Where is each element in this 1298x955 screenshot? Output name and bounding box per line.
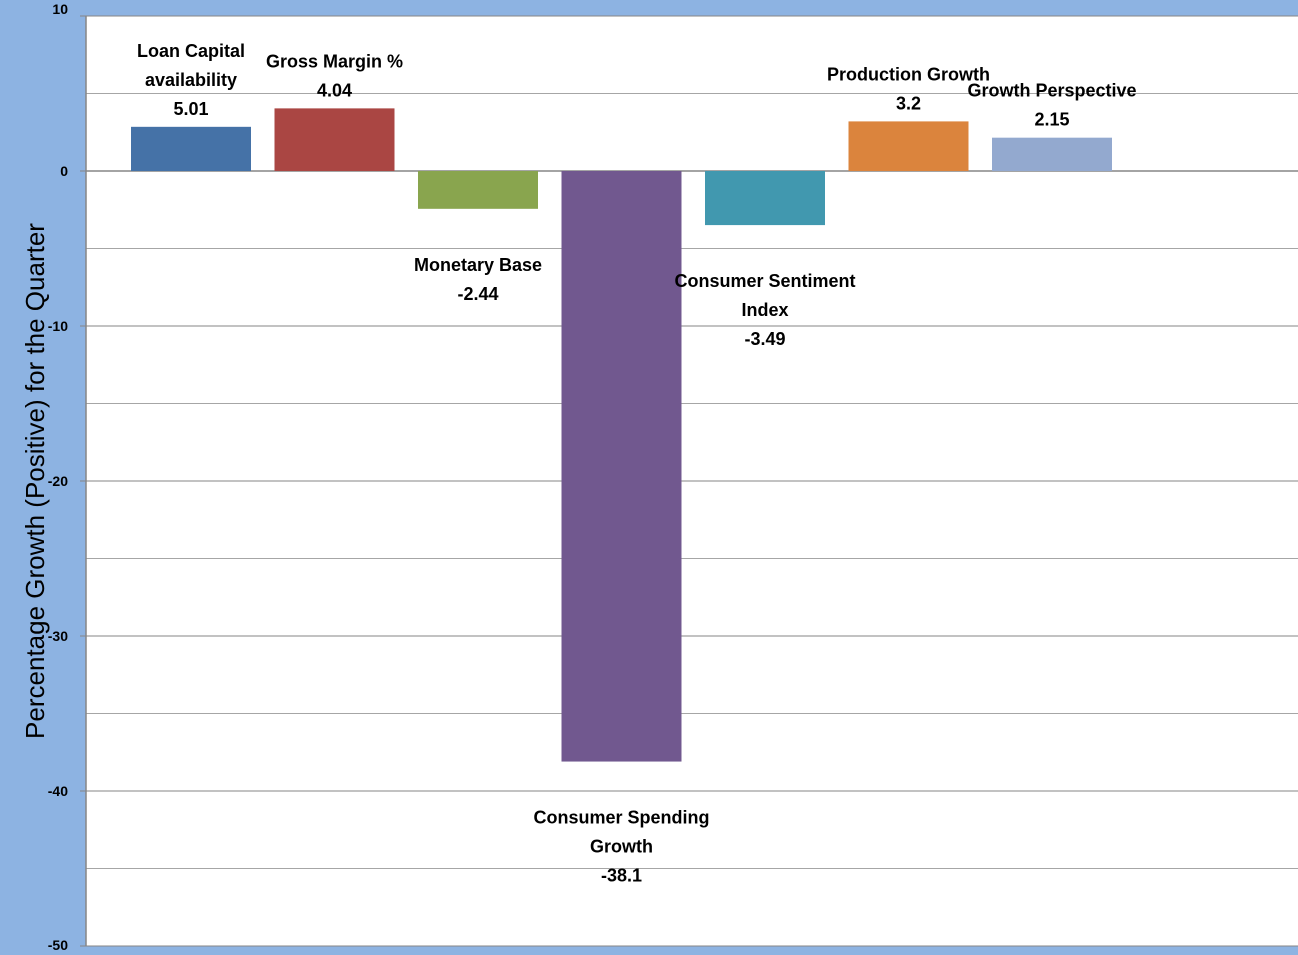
bar [992, 138, 1112, 171]
y-axis-ticks: 10 0 -10 -20 -30 -40 -50 [48, 1, 86, 953]
data-label: availability [145, 70, 237, 90]
data-label: -2.44 [457, 284, 498, 304]
bar [275, 108, 395, 171]
data-label: Growth Perspective [967, 81, 1136, 101]
data-label: Monetary Base [414, 255, 542, 275]
y-tick-label: -50 [48, 937, 68, 953]
y-axis-title: Percentage Growth (Positive) for the Qua… [20, 223, 50, 739]
data-label: 2.15 [1034, 110, 1069, 130]
data-label: 4.04 [317, 80, 352, 100]
data-label: Growth [590, 837, 653, 857]
data-label: Production Growth [827, 64, 990, 84]
bar [418, 171, 538, 209]
data-label: -38.1 [601, 866, 642, 886]
y-tick-label: -40 [48, 783, 68, 799]
y-tick-label: 0 [60, 163, 68, 179]
y-tick-label: 10 [52, 1, 68, 17]
bar [849, 121, 969, 171]
data-label: 5.01 [173, 99, 208, 119]
data-label: Gross Margin % [266, 51, 403, 71]
bar [562, 171, 682, 762]
data-label: Loan Capital [137, 41, 245, 61]
y-tick-label: -20 [48, 473, 68, 489]
bar [705, 171, 825, 225]
bar [131, 127, 251, 171]
y-tick-label: -30 [48, 628, 68, 644]
data-label: Index [741, 300, 788, 320]
data-label: -3.49 [744, 329, 785, 349]
data-label: Consumer Spending [533, 808, 709, 828]
data-label: Consumer Sentiment [674, 271, 855, 291]
y-tick-label: -10 [48, 318, 68, 334]
data-label: 3.2 [896, 93, 921, 113]
